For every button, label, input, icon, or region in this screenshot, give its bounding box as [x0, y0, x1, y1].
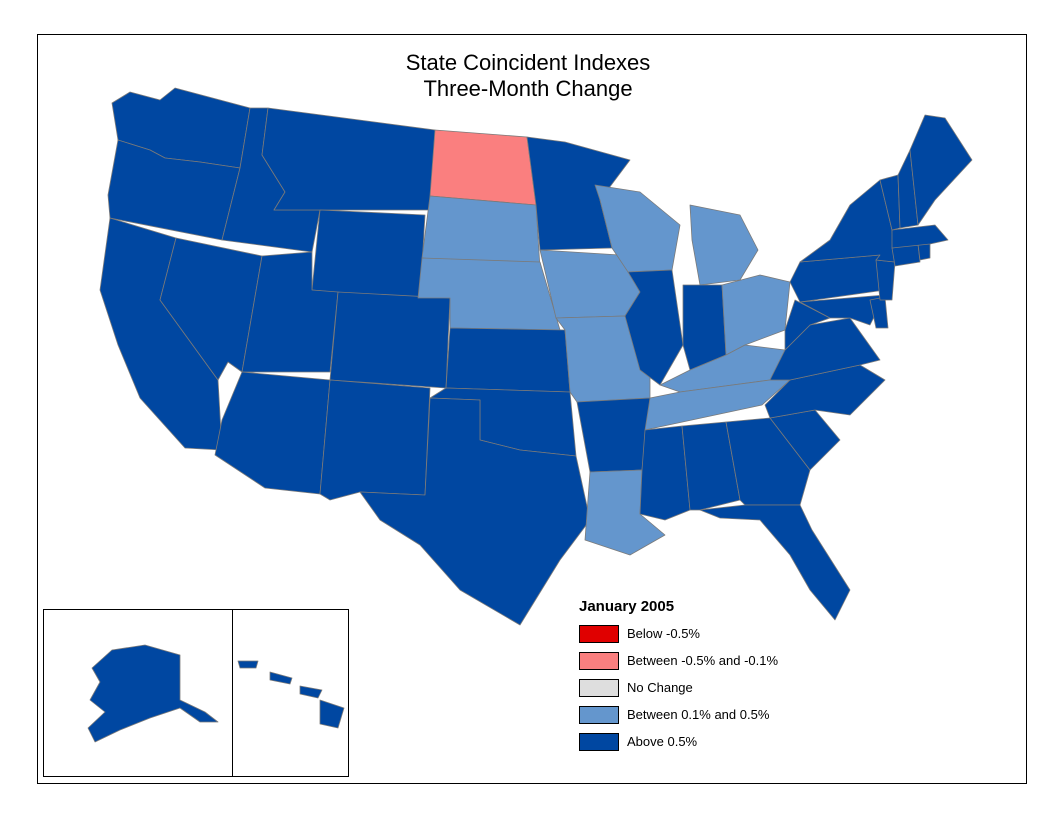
state-ak — [87, 644, 219, 743]
legend-item-below: Below -0.5% — [579, 625, 839, 652]
state-tx — [359, 397, 591, 626]
legend-label: Between 0.1% and 0.5% — [627, 707, 770, 722]
legend-item-no-change: No Change — [579, 679, 839, 706]
legend-swatch — [579, 679, 619, 697]
state-md — [799, 294, 886, 326]
state-wv — [784, 299, 831, 351]
legend-label: Below -0.5% — [627, 626, 700, 641]
legend-label: Between -0.5% and -0.1% — [627, 653, 779, 668]
state-hi — [237, 660, 345, 729]
title-line-2: Three-Month Change — [423, 76, 633, 101]
legend: January 2005 Below -0.5% Between -0.5% a… — [579, 598, 839, 760]
legend-title: January 2005 — [579, 598, 675, 615]
map-frame — [37, 34, 1027, 784]
legend-swatch — [579, 733, 619, 751]
legend-item-between-negative: Between -0.5% and -0.1% — [579, 652, 839, 679]
legend-item-between-positive: Between 0.1% and 0.5% — [579, 706, 839, 733]
legend-item-above: Above 0.5% — [579, 733, 839, 760]
legend-swatch — [579, 625, 619, 643]
legend-label: No Change — [627, 680, 693, 695]
state-al — [681, 421, 741, 511]
state-il — [624, 269, 684, 386]
title-line-1: State Coincident Indexes — [405, 50, 651, 75]
legend-label: Above 0.5% — [627, 734, 698, 749]
state-fl — [699, 504, 851, 621]
hawaii-inset-frame — [232, 609, 349, 777]
state-me — [909, 114, 973, 226]
legend-swatch — [579, 706, 619, 724]
map-title: State Coincident Indexes Three-Month Cha… — [0, 50, 1056, 102]
legend-swatch — [579, 652, 619, 670]
state-ma — [891, 224, 949, 249]
